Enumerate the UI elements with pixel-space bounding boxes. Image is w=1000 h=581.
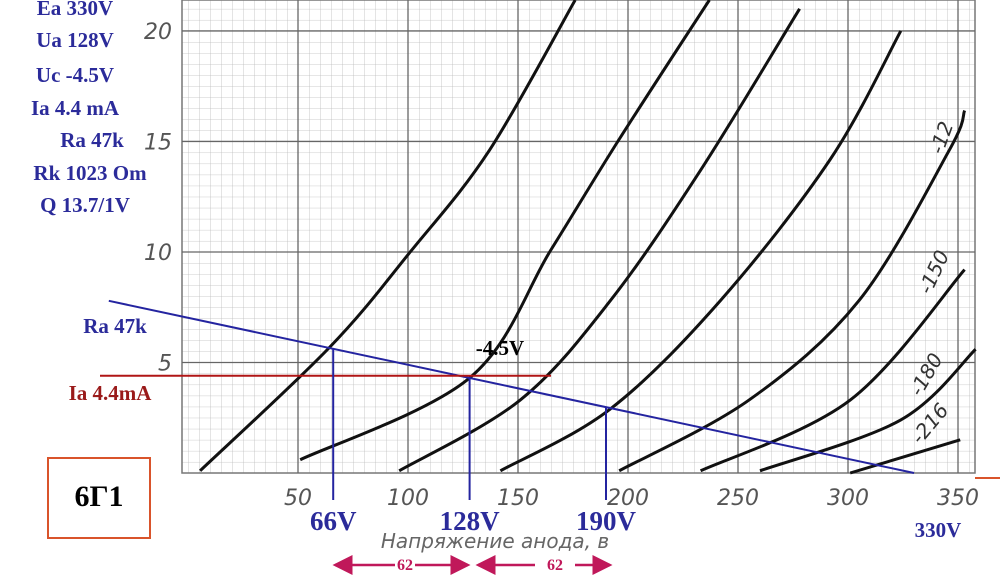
y-tick-label: 5 [158,351,172,376]
marker-label: 128V [440,506,501,536]
y-tick-label: 15 [144,130,172,155]
note: Ua 128V [36,28,114,52]
note: Rk 1023 Om [33,161,147,185]
y-tick-label: 20 [144,20,172,45]
operating-point-label: -4.5V [476,336,524,360]
x-axis-label: Напряжение анода, в [381,529,609,553]
y-tick-label: 10 [144,241,172,266]
x-tick-label: 350 [937,486,979,511]
spans: 62 62 [332,555,613,575]
span-label: 62 [547,557,563,574]
note: Q 13.7/1V [40,193,130,217]
note: Uc -4.5V [36,63,114,87]
curve [849,438,961,475]
load-line-label: Ra 47k [83,314,147,338]
supply-label: 330V [915,518,962,542]
note: Ia 4.4 mA [31,96,120,120]
note: Ra 47k [60,128,124,152]
span-label: 62 [397,557,413,574]
curve [618,109,967,473]
x-tick-label: 150 [497,486,539,511]
x-tick-label: 250 [717,486,759,511]
note: Ea 330V [37,0,113,20]
curve [199,0,577,472]
curve [699,268,966,473]
plot-frame [181,0,976,474]
curve [299,0,711,462]
curve [759,348,977,473]
notes: Ea 330V Ua 128V Uc -4.5V Ia 4.4 mA Ra 47… [31,0,147,217]
tube-label: 6Г1 [74,480,123,513]
curve [499,30,903,473]
marker-label: 66V [310,506,357,536]
x-tick-label: 100 [387,486,429,511]
current-line-label: Ia 4.4mA [69,381,153,405]
plot: 50 100 150 200 250 300 350 5 10 15 20 [100,0,979,511]
tube-box [47,457,151,539]
x-tick-label: 50 [284,486,312,511]
x-tick-label: 200 [607,486,649,511]
minor-grid [182,0,975,473]
x-tick-label: 300 [827,486,869,511]
load-line [108,299,915,474]
marker-label: 190V [576,506,637,536]
curve [398,8,801,473]
